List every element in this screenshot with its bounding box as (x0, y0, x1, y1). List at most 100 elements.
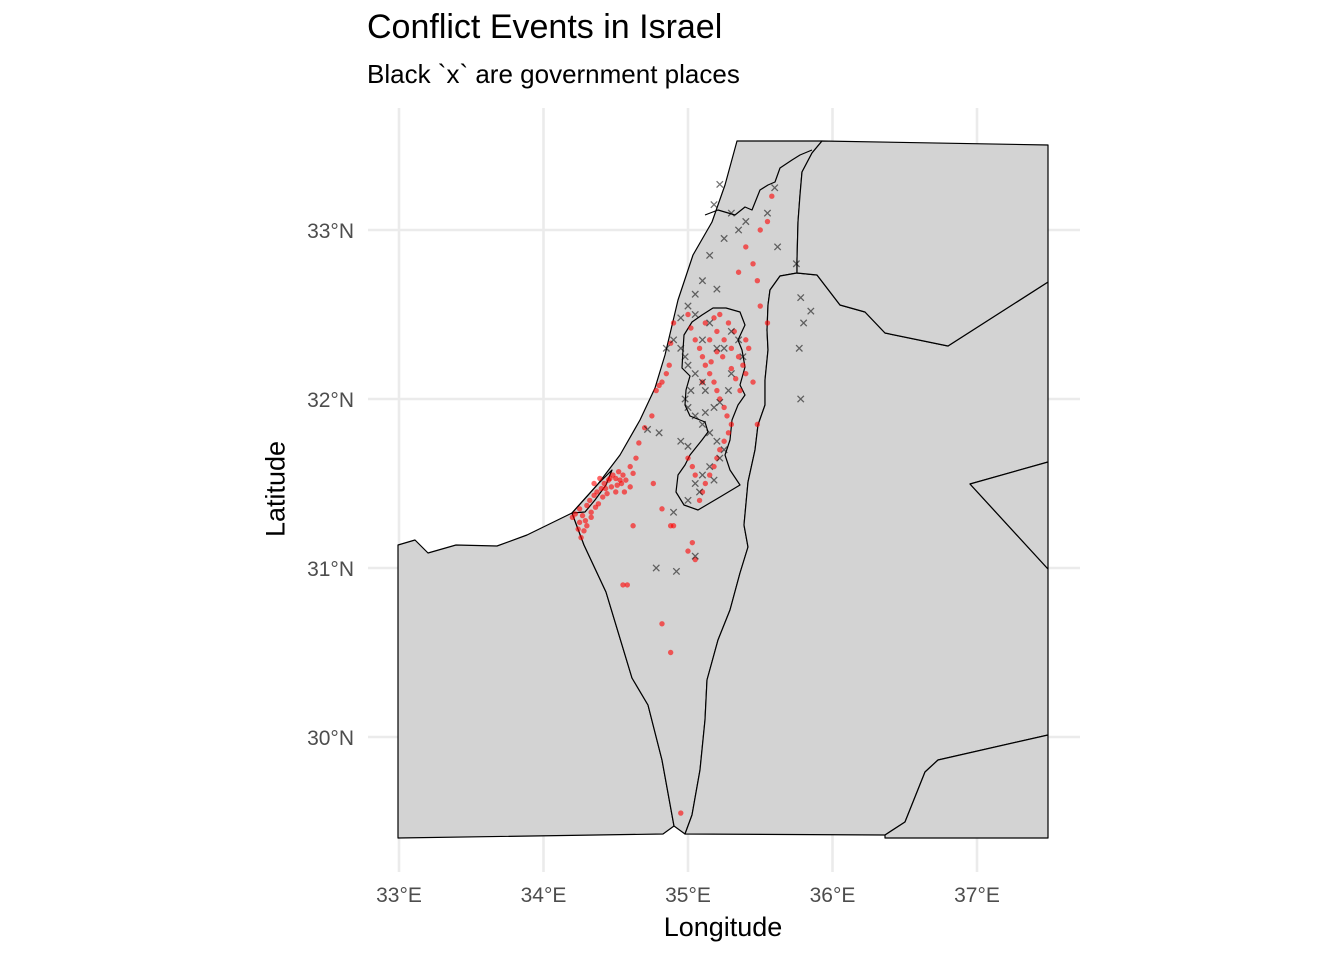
conflict-event-point (702, 320, 709, 326)
conflict-event-point (591, 480, 597, 487)
government-place-marker (742, 217, 750, 226)
government-place-marker (720, 234, 728, 243)
government-place-marker (706, 429, 714, 437)
conflict-event-point (711, 463, 717, 470)
conflict-event-point (576, 519, 583, 526)
conflict-event-point (754, 278, 761, 284)
conflict-event-point (737, 387, 743, 394)
government-place-marker (684, 361, 692, 369)
government-place-marker (681, 395, 689, 403)
government-place-marker (691, 290, 699, 298)
conflict-event-point (579, 512, 586, 519)
government-place-marker (713, 437, 721, 445)
government-place-marker (672, 567, 681, 576)
conflict-event-point (764, 218, 771, 225)
conflict-event-point (754, 421, 761, 428)
conflict-event-point (706, 337, 713, 343)
conflict-event-point (569, 514, 576, 520)
government-place-marker (698, 471, 707, 479)
y-axis: 30°N 31°N 32°N 33°N (307, 220, 354, 750)
government-place-marker (669, 508, 678, 516)
conflict-event-point (588, 509, 594, 515)
government-place-marker (799, 319, 808, 327)
government-place-marker (773, 243, 782, 251)
government-place-marker (695, 488, 704, 496)
conflict-event-point (641, 425, 648, 431)
x-tick-label: 35°E (665, 884, 711, 907)
conflict-event-point (743, 244, 749, 250)
conflict-event-point (735, 354, 742, 360)
conflict-event-point (620, 582, 626, 588)
government-place-marker (713, 344, 721, 352)
conflict-event-point (630, 470, 636, 477)
government-place-marker (701, 408, 709, 417)
conflict-event-point (613, 489, 619, 495)
land-saudi (969, 461, 1049, 570)
government-place-marker (734, 336, 743, 344)
conflict-event-point (717, 311, 723, 318)
government-place-marker (706, 319, 714, 327)
conflict-event-point (575, 526, 581, 532)
conflict-event-point (711, 315, 717, 321)
conflict-event-point (750, 379, 756, 385)
conflict-event-point (607, 475, 613, 482)
government-place-marker (687, 386, 695, 395)
conflict-event-point (627, 484, 633, 490)
conflict-event-point (757, 303, 763, 309)
conflict-event-point (623, 477, 629, 483)
government-place-marker (716, 398, 724, 407)
government-place-marker (720, 446, 728, 454)
conflict-event-point (702, 362, 709, 368)
conflict-event-point (721, 337, 727, 343)
conflict-event-point (728, 345, 735, 351)
government-place-marker (727, 327, 736, 336)
government-place-marker (706, 462, 714, 471)
government-place-marker (701, 386, 709, 395)
government-place-marker (662, 344, 670, 352)
conflict-event-point (724, 413, 730, 419)
conflict-event-point (728, 365, 735, 372)
conflict-event-point (670, 320, 677, 326)
conflict-event-point (702, 480, 709, 487)
government-place-marker (684, 496, 692, 505)
government-place-marker (698, 420, 707, 429)
government-place-marker (684, 403, 692, 412)
land-layer (397, 140, 1049, 839)
conflict-event-point (633, 455, 639, 461)
conflict-event-point (624, 582, 631, 588)
event-points (569, 180, 815, 816)
conflict-event-point (725, 430, 732, 436)
conflict-event-point (706, 370, 713, 377)
conflict-event-point (653, 387, 659, 394)
government-place-marker (698, 277, 707, 285)
land-syria (796, 140, 1049, 347)
conflict-event-point (732, 376, 739, 382)
conflict-event-point (604, 490, 610, 497)
government-place-marker (710, 476, 718, 484)
conflict-event-point (721, 404, 727, 411)
conflict-event-point (584, 523, 590, 529)
conflict-event-point (696, 345, 703, 351)
conflict-event-point (689, 463, 696, 470)
conflict-event-point (601, 480, 607, 487)
x-axis: 33°E 34°E 35°E 36°E 37°E (376, 884, 1000, 907)
government-place-marker (763, 209, 772, 217)
conflict-event-point (692, 337, 698, 343)
x-tick-label: 36°E (810, 884, 856, 907)
conflict-event-point (708, 359, 714, 365)
conflict-event-point (636, 440, 642, 446)
government-place-marker (716, 180, 724, 189)
government-place-marker (691, 310, 699, 319)
y-tick-label: 32°N (307, 389, 354, 412)
conflict-event-point (678, 810, 684, 816)
government-place-marker (710, 403, 718, 412)
x-tick-label: 34°E (521, 884, 567, 907)
conflict-event-point (696, 497, 703, 504)
x-tick-label: 37°E (954, 884, 1000, 907)
government-place-marker (797, 395, 805, 403)
conflict-event-point (714, 328, 720, 335)
conflict-event-point (743, 337, 749, 343)
land-saudi-south (884, 734, 1049, 839)
government-place-marker (643, 425, 652, 434)
